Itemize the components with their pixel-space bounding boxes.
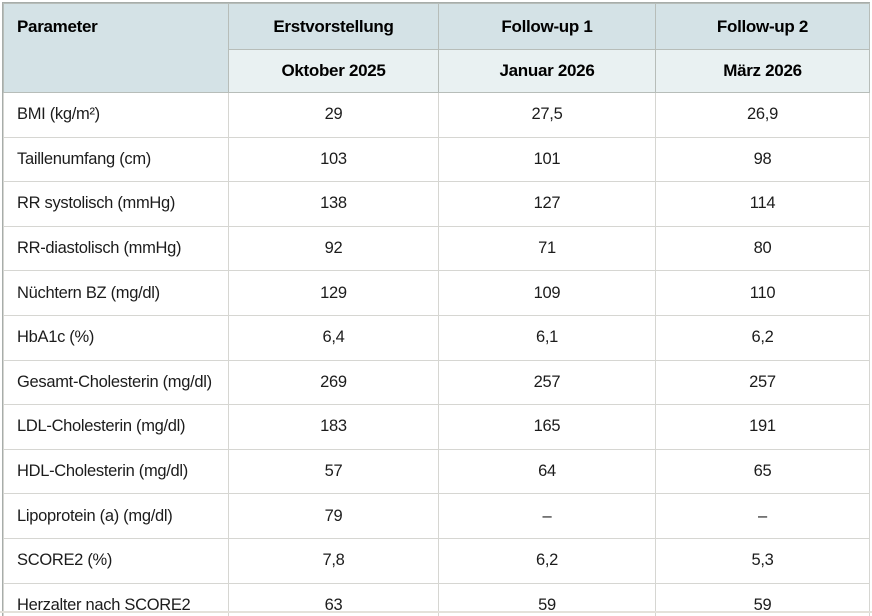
parameter-label: Lipoprotein (a) (mg/dl) <box>3 493 229 539</box>
value-cell: 183 <box>228 404 439 450</box>
value-cell: 165 <box>438 404 656 450</box>
value-cell: 64 <box>438 448 656 495</box>
page-bottom-rule <box>0 611 872 613</box>
parameter-label: SCORE2 (%) <box>3 537 229 584</box>
column-header-parameter: Parameter <box>3 3 229 93</box>
value-cell: 59 <box>438 582 656 616</box>
column-header-followup1: Follow-up 1 <box>438 3 656 50</box>
parameter-label: RR-diastolisch (mmHg) <box>3 225 229 272</box>
parameter-label: RR systolisch (mmHg) <box>3 181 229 227</box>
value-cell: 5,3 <box>655 537 870 584</box>
value-cell: 27,5 <box>438 92 656 138</box>
column-subheader-oktober-2025: Oktober 2025 <box>228 49 439 93</box>
value-cell: 101 <box>438 136 656 183</box>
parameter-label: HbA1c (%) <box>3 314 229 361</box>
table-row: Herzalter nach SCORE2 63 59 59 <box>3 582 870 616</box>
value-cell: 6,4 <box>228 314 439 361</box>
value-cell: 129 <box>228 270 439 316</box>
parameter-label: BMI (kg/m²) <box>3 92 229 138</box>
value-cell: 80 <box>655 225 870 272</box>
header-row-visits: Parameter Erstvorstellung Follow-up 1 Fo… <box>3 3 870 93</box>
value-cell: – <box>438 493 656 539</box>
value-cell: 6,2 <box>655 314 870 361</box>
value-cell: 26,9 <box>655 92 870 138</box>
value-cell: 103 <box>228 136 439 183</box>
parameter-label: LDL-Cholesterin (mg/dl) <box>3 404 229 450</box>
table-body: BMI (kg/m²) 29 27,5 26,9 Taillenumfang (… <box>3 92 870 616</box>
parameter-label: Herzalter nach SCORE2 <box>3 582 229 616</box>
table-row: HDL-Cholesterin (mg/dl) 57 64 65 <box>3 448 870 495</box>
table-row: SCORE2 (%) 7,8 6,2 5,3 <box>3 537 870 584</box>
table-row: RR systolisch (mmHg) 138 127 114 <box>3 181 870 227</box>
table-row: Gesamt-Cholesterin (mg/dl) 269 257 257 <box>3 359 870 406</box>
table-header: Parameter Erstvorstellung Follow-up 1 Fo… <box>3 3 870 93</box>
table-row: RR-diastolisch (mmHg) 92 71 80 <box>3 225 870 272</box>
table-row: Taillenumfang (cm) 103 101 98 <box>3 136 870 183</box>
value-cell: 6,1 <box>438 314 656 361</box>
column-header-followup2: Follow-up 2 <box>655 3 870 50</box>
value-cell: 127 <box>438 181 656 227</box>
value-cell: 257 <box>438 359 656 406</box>
value-cell: 7,8 <box>228 537 439 584</box>
value-cell: 269 <box>228 359 439 406</box>
column-header-erstvorstellung: Erstvorstellung <box>228 3 439 50</box>
value-cell: 6,2 <box>438 537 656 584</box>
value-cell: 71 <box>438 225 656 272</box>
parameter-label: Taillenumfang (cm) <box>3 136 229 183</box>
table-row: BMI (kg/m²) 29 27,5 26,9 <box>3 92 870 138</box>
header-row-dates: Oktober 2025 Januar 2026 März 2026 <box>4 49 870 93</box>
parameter-label: HDL-Cholesterin (mg/dl) <box>3 448 229 495</box>
value-cell: 29 <box>228 92 439 138</box>
parameter-label: Nüchtern BZ (mg/dl) <box>3 270 229 316</box>
value-cell: 109 <box>438 270 656 316</box>
followup-table: Parameter Erstvorstellung Follow-up 1 Fo… <box>3 3 870 616</box>
value-cell: 114 <box>655 181 870 227</box>
value-cell: 59 <box>655 582 870 616</box>
value-cell: – <box>655 493 870 539</box>
column-subheader-maerz-2026: März 2026 <box>655 49 870 93</box>
value-cell: 98 <box>655 136 870 183</box>
table-row: LDL-Cholesterin (mg/dl) 183 165 191 <box>3 404 870 450</box>
value-cell: 57 <box>228 448 439 495</box>
value-cell: 138 <box>228 181 439 227</box>
table-row: Nüchtern BZ (mg/dl) 129 109 110 <box>3 270 870 316</box>
value-cell: 63 <box>228 582 439 616</box>
column-subheader-januar-2026: Januar 2026 <box>438 49 656 93</box>
value-cell: 65 <box>655 448 870 495</box>
value-cell: 110 <box>655 270 870 316</box>
table-row: Lipoprotein (a) (mg/dl) 79 – – <box>3 493 870 539</box>
value-cell: 92 <box>228 225 439 272</box>
value-cell: 79 <box>228 493 439 539</box>
parameter-label: Gesamt-Cholesterin (mg/dl) <box>3 359 229 406</box>
value-cell: 257 <box>655 359 870 406</box>
value-cell: 191 <box>655 404 870 450</box>
table-row: HbA1c (%) 6,4 6,1 6,2 <box>3 314 870 361</box>
